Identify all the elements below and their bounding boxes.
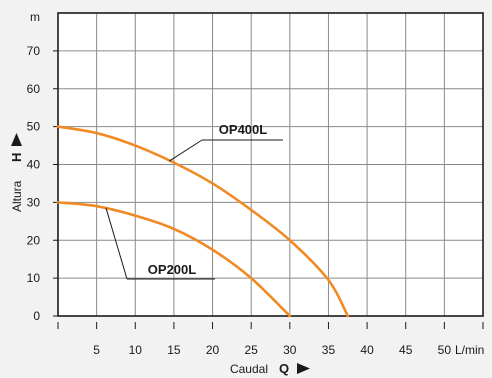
y-tick-label: 20 (27, 233, 41, 247)
x-unit-label: L/min (455, 343, 484, 357)
x-axis-symbol: Q (279, 361, 289, 376)
annotations: OP400L OP200L (105, 122, 283, 280)
x-tick-label: 50 (438, 343, 452, 357)
y-tick-label: 30 (27, 195, 41, 209)
leader-line (169, 139, 203, 162)
y-axis-arrow-icon (11, 133, 22, 146)
x-axis-title: Caudal Q (230, 361, 310, 376)
grid (58, 13, 483, 316)
y-tick-label: 60 (27, 82, 41, 96)
x-tick-label: 25 (245, 343, 259, 357)
curves (56, 125, 350, 318)
y-tick-label: 0 (33, 309, 40, 323)
curve-op400l (56, 125, 350, 318)
x-axis-arrow-icon (297, 363, 310, 374)
x-tick-label: 10 (129, 343, 143, 357)
y-axis-title: Altura H (9, 133, 24, 212)
y-tick-label: 50 (27, 120, 41, 134)
tick-labels: 5 10 15 20 25 30 35 40 45 50 0 10 20 30 40 50 60 70 (27, 44, 452, 357)
y-unit-label: m (30, 10, 40, 24)
x-tick-label: 15 (167, 343, 181, 357)
y-tick-label: 70 (27, 44, 41, 58)
x-tick-label: 40 (360, 343, 374, 357)
leader-line (105, 207, 128, 280)
x-tick-label: 30 (283, 343, 297, 357)
y-axis-symbol: H (9, 153, 24, 162)
curve-label: OP200L (148, 262, 196, 277)
x-tick-label: 45 (399, 343, 413, 357)
x-tick-label: 35 (322, 343, 336, 357)
plot-frame (57, 12, 484, 317)
curve-label: OP400L (219, 122, 267, 137)
x-tick-label: 20 (206, 343, 220, 357)
curve-op200l (56, 201, 292, 318)
y-tick-label: 40 (27, 158, 41, 172)
y-axis-label: Altura (10, 180, 24, 212)
x-tick-label: 5 (93, 343, 100, 357)
x-axis-label: Caudal (230, 362, 268, 376)
y-tick-label: 10 (27, 271, 41, 285)
